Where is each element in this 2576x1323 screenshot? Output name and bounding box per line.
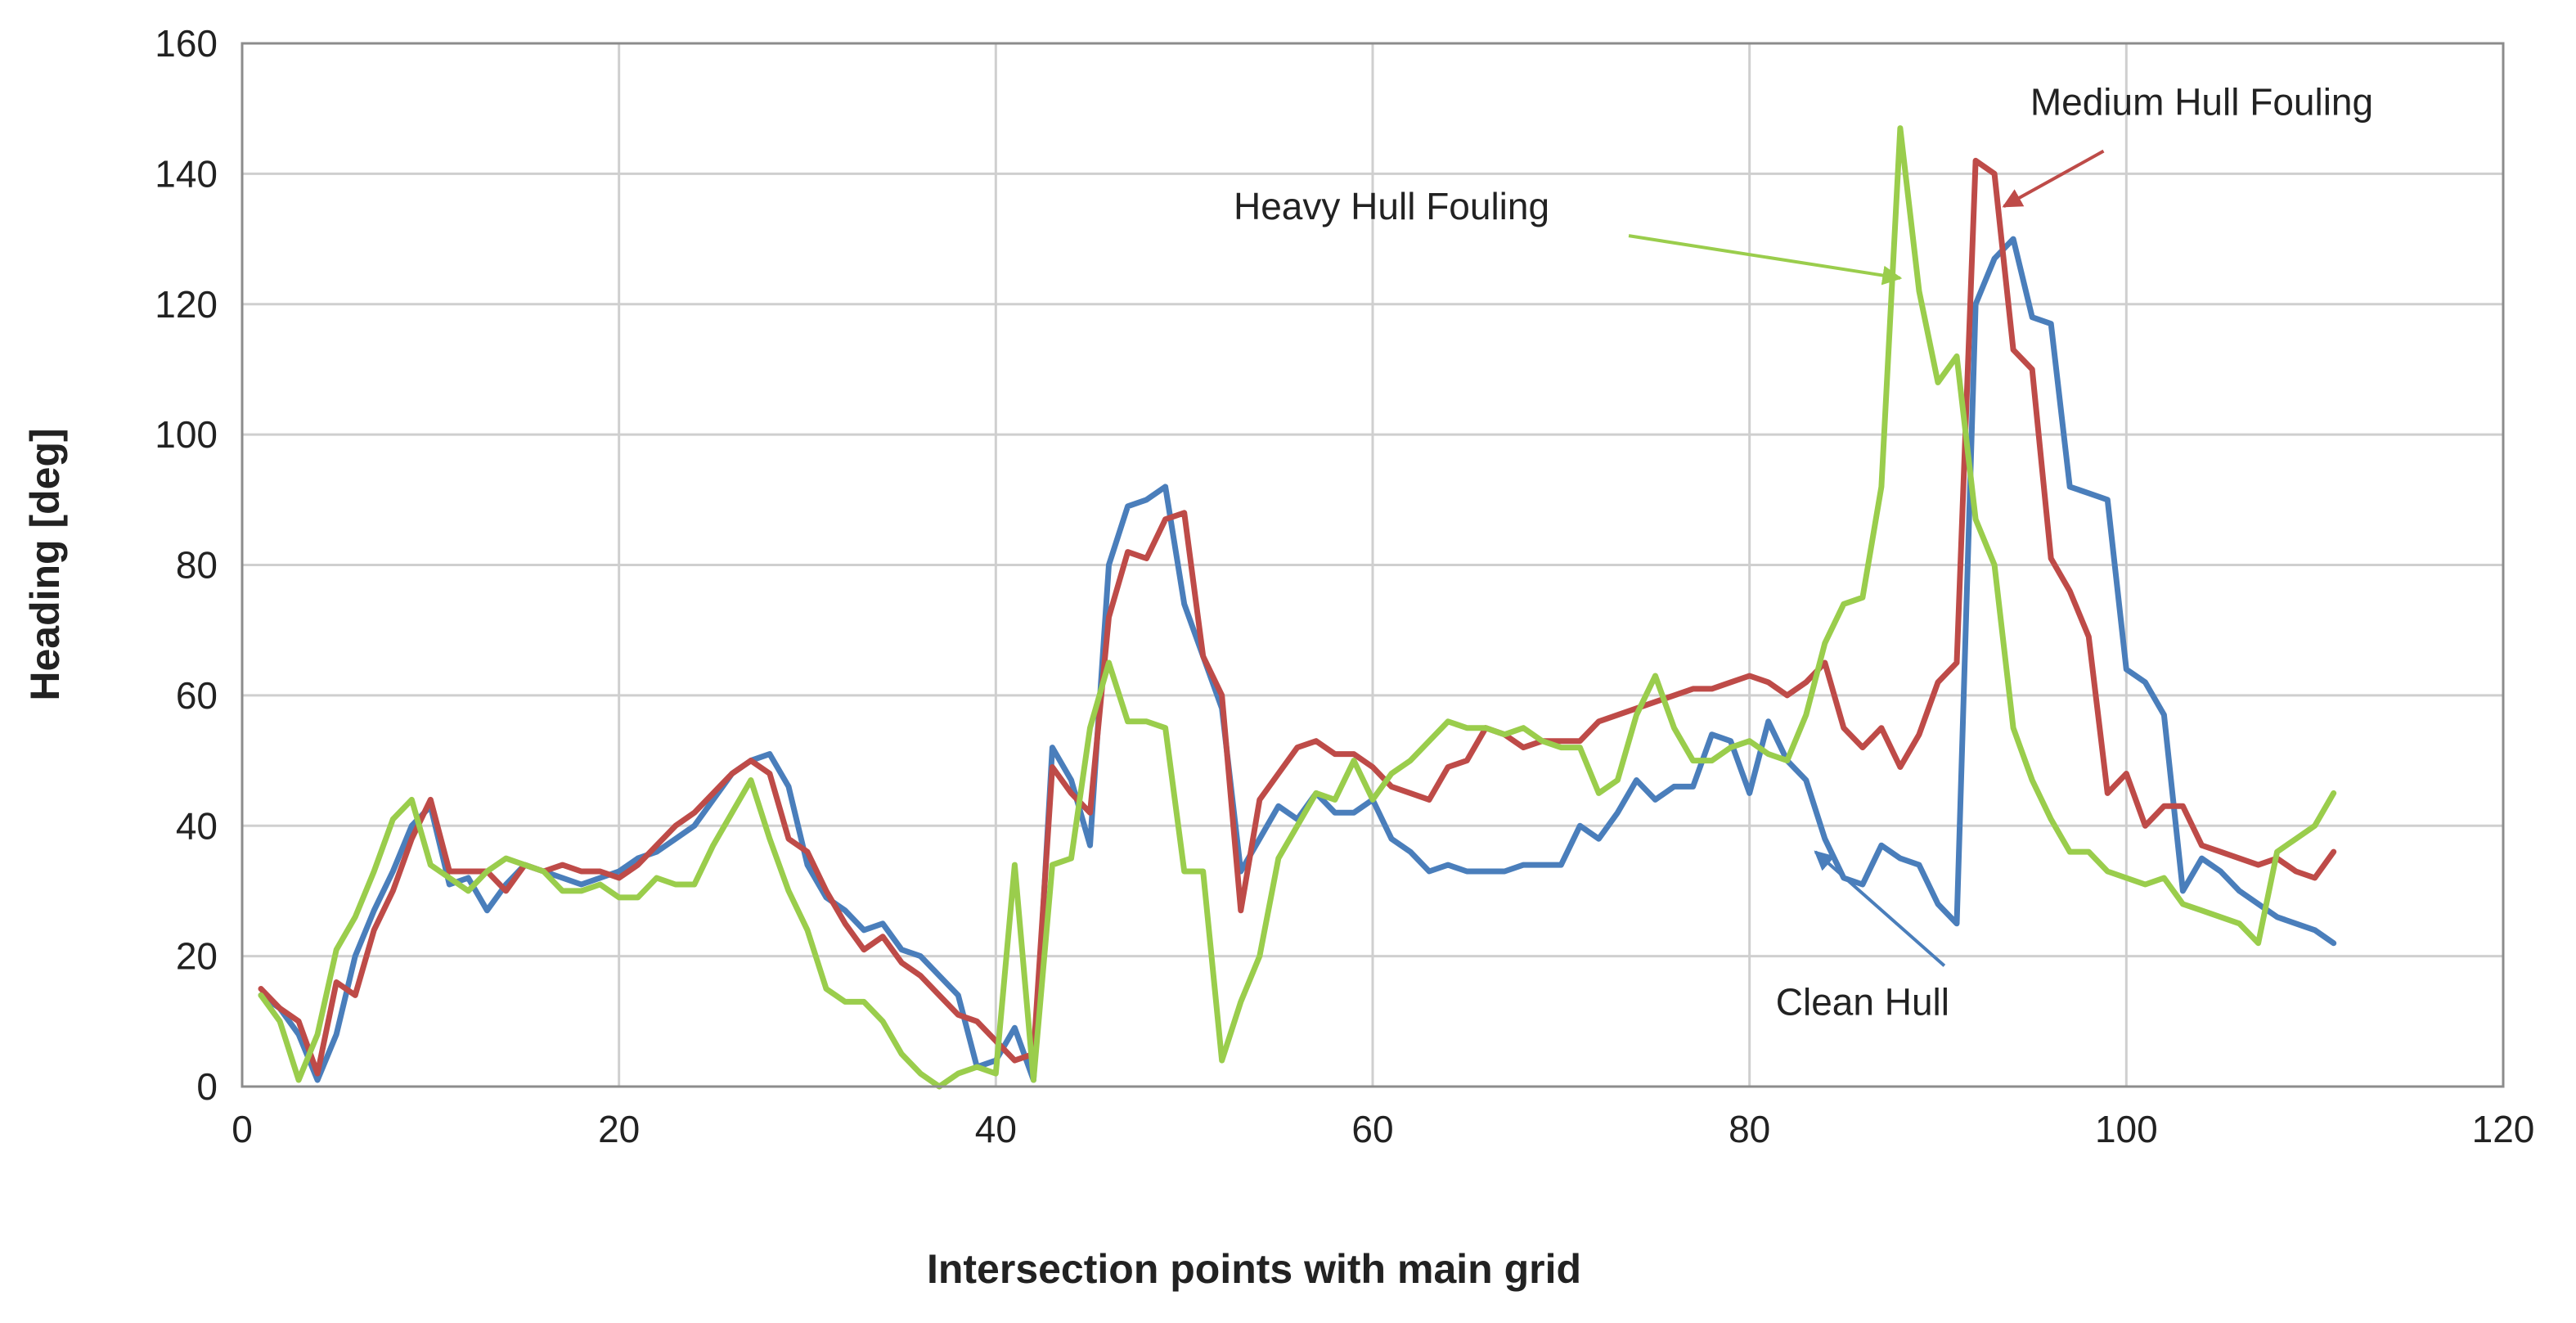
x-tick-label: 100 — [2095, 1108, 2158, 1150]
x-tick-label: 0 — [232, 1108, 253, 1150]
series-line-heavy-hull-fouling — [258, 125, 2337, 1090]
x-axis-title: Intersection points with main grid — [927, 1246, 1581, 1292]
series-lines — [258, 125, 2337, 1090]
tick-labels: 0 20 40 60 80 100 120 140 160 0 20 40 60 80 100 120 — [155, 22, 2534, 1150]
annotations: Medium Hull Fouling Heavy Hull Fouling Cle… — [1234, 81, 2373, 1024]
x-tick-label: 60 — [1351, 1108, 1393, 1150]
y-axis-title: Heading [deg] — [22, 428, 68, 700]
gridlines — [241, 42, 2505, 1088]
plot-frame — [241, 42, 2505, 1088]
y-tick-label: 40 — [176, 804, 218, 847]
annotation-medium-hull-fouling: Medium Hull Fouling — [2030, 81, 2373, 124]
y-tick-label: 0 — [196, 1065, 218, 1108]
x-tick-label: 40 — [975, 1108, 1017, 1150]
y-tick-label: 120 — [155, 283, 218, 326]
y-tick-label: 160 — [155, 22, 218, 65]
y-tick-label: 140 — [155, 152, 218, 195]
annotation-heavy-hull-fouling: Heavy Hull Fouling — [1234, 185, 1549, 227]
annotation-arrow-medium-hull-fouling — [2002, 149, 2105, 208]
x-tick-label: 120 — [2472, 1108, 2535, 1150]
annotation-clean-hull: Clean Hull — [1776, 980, 1949, 1023]
y-tick-label: 60 — [176, 674, 218, 717]
x-tick-label: 20 — [598, 1108, 640, 1150]
y-tick-label: 20 — [176, 935, 218, 978]
x-tick-label: 80 — [1729, 1108, 1770, 1150]
annotation-arrow-heavy-hull-fouling — [1628, 234, 1903, 286]
series-line-medium-hull-fouling — [258, 157, 2337, 1077]
annotation-arrow-clean-hull — [1814, 850, 1946, 967]
series-line-clean-hull — [258, 236, 2337, 1083]
y-tick-label: 100 — [155, 413, 218, 456]
y-tick-label: 80 — [176, 544, 218, 587]
